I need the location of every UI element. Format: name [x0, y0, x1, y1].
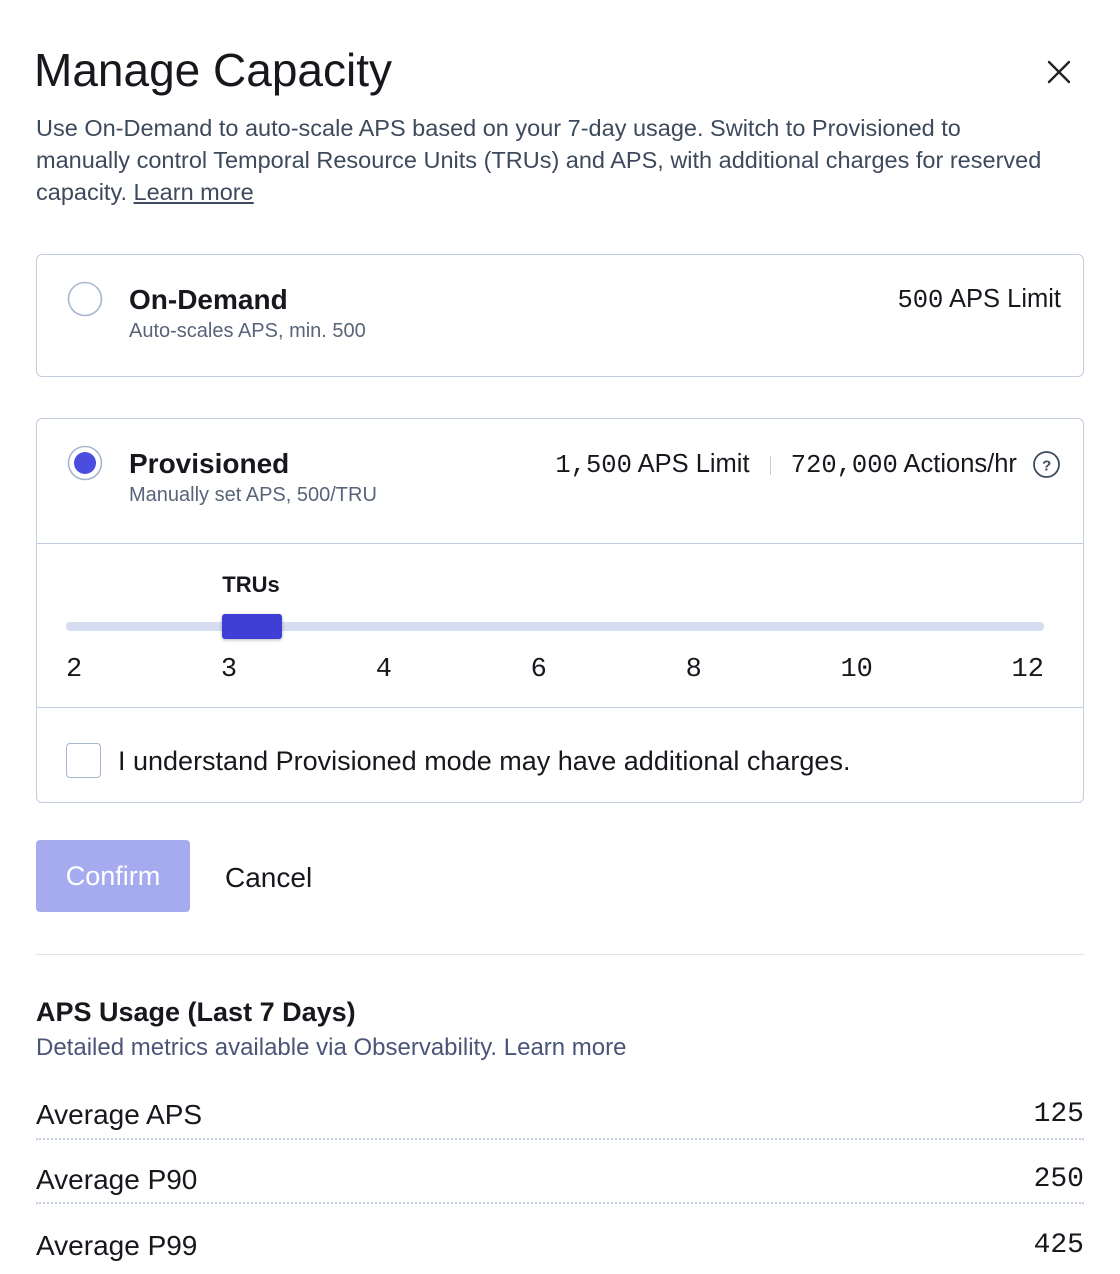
svg-text:?: ?	[1042, 458, 1051, 475]
